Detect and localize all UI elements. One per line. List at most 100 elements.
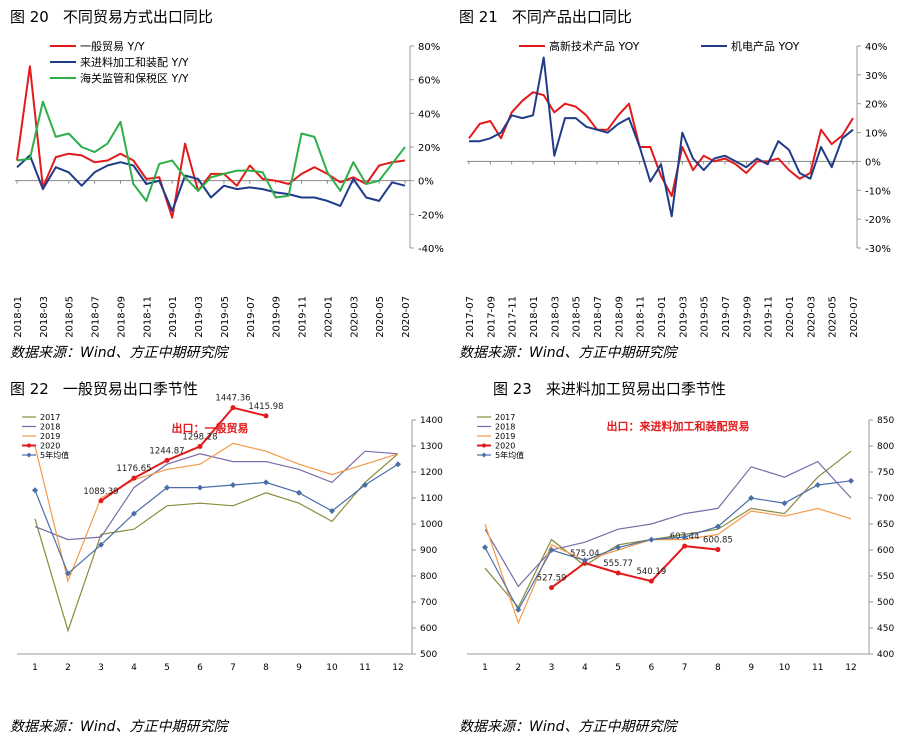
x-tick-label: 2017-09 <box>486 296 497 338</box>
legend-label: 来进料加工和装配 Y/Y <box>80 55 189 69</box>
x-tick-label: 11 <box>359 663 370 673</box>
legend-marker <box>481 452 487 458</box>
x-tick-label: 2018-05 <box>65 296 76 338</box>
legend-label: 一般贸易 Y/Y <box>80 40 145 53</box>
data-label: 1176.65 <box>116 464 151 474</box>
legend-label: 2020 <box>40 442 60 451</box>
data-point <box>230 482 236 488</box>
x-tick-label: 2019-05 <box>700 296 711 338</box>
x-tick-label: 1 <box>482 663 488 673</box>
data-point <box>98 541 104 548</box>
legend-label: 5年均值 <box>40 450 69 460</box>
series-line <box>484 480 852 612</box>
x-tick-label: 5 <box>615 663 621 673</box>
data-label: 600.85 <box>703 536 733 546</box>
inner-chart-title: 出口：一般贸易 <box>172 421 249 435</box>
legend-label: 2017 <box>495 413 515 422</box>
x-tick-label: 6 <box>648 663 654 673</box>
y-tick-label: 20% <box>865 100 887 111</box>
series-line <box>34 453 399 633</box>
figure-title: 来进料加工贸易出口季节性 <box>545 380 726 398</box>
x-tick-label: 2020-03 <box>349 296 360 338</box>
series-line <box>34 450 399 541</box>
chart-title: 图 21 不同产品出口同比 <box>459 6 632 27</box>
x-tick-label: 2017-11 <box>508 296 519 338</box>
x-tick-label: 2019-01 <box>657 296 668 338</box>
x-tick-label: 2018-07 <box>91 296 102 338</box>
data-label: 540.19 <box>636 567 666 577</box>
x-tick-label: 9 <box>748 663 754 673</box>
data-point <box>32 487 38 494</box>
legend-marker <box>26 452 32 458</box>
data-label: 1298.28 <box>182 432 217 442</box>
y-tick-label: -40% <box>418 244 444 255</box>
x-tick-label: 9 <box>296 663 302 673</box>
legend-marker <box>27 443 31 448</box>
x-tick-label: 8 <box>715 663 721 673</box>
data-point <box>581 557 588 564</box>
x-tick-label: 2018-09 <box>116 296 127 338</box>
data-point <box>98 498 104 504</box>
y-tick-label: 850 <box>877 416 894 426</box>
y-tick-label: 500 <box>420 650 437 660</box>
series-line <box>484 507 852 625</box>
y-tick-label: 800 <box>420 572 437 582</box>
data-point <box>515 606 522 613</box>
data-point <box>714 523 721 530</box>
chart-title: 图 23 来进料加工贸易出口季节性 <box>493 378 726 399</box>
x-tick-label: 2018-05 <box>572 296 583 338</box>
x-tick-label: 2018-11 <box>142 296 153 338</box>
x-tick-label: 2019-07 <box>246 296 257 338</box>
y-tick-label: 700 <box>877 494 894 504</box>
x-tick-label: 2017-07 <box>465 296 476 338</box>
x-tick-label: 2019-09 <box>272 296 283 338</box>
x-tick-label: 2020-01 <box>785 296 796 338</box>
x-tick-label: 2019-07 <box>721 296 732 338</box>
chart-c1: -40% -20% 0% 20% 40% 60% 80% 2018-01 2018-03 2018… <box>13 40 444 338</box>
data-label: 1089.39 <box>83 487 118 497</box>
data-point <box>482 544 488 551</box>
x-tick-label: 2019-09 <box>742 296 753 338</box>
x-tick-label: 2018-09 <box>614 296 625 338</box>
y-tick-label: 30% <box>865 71 887 82</box>
x-tick-label: 2018-07 <box>593 296 604 338</box>
figure-title: 不同产品出口同比 <box>511 8 632 26</box>
y-tick-label: 0% <box>865 157 881 168</box>
y-tick-label: 750 <box>877 468 894 478</box>
data-point <box>362 482 368 488</box>
chart-panel-4: 图 23 来进料加工贸易出口季节性 400 450 500 550 600 650 700 75… <box>451 372 903 740</box>
data-point <box>164 457 170 463</box>
x-tick-label: 6 <box>197 663 203 673</box>
y-tick-label: 20% <box>418 143 440 154</box>
legend-label: 2018 <box>40 423 60 432</box>
y-tick-label: 80% <box>418 42 440 53</box>
data-point <box>197 443 203 449</box>
figure-number: 图 22 <box>10 380 49 398</box>
x-tick-label: 4 <box>582 663 588 673</box>
data-point <box>296 489 302 496</box>
x-tick-label: 4 <box>131 663 137 673</box>
y-tick-label: 40% <box>418 109 440 120</box>
chart-panel-3: 图 22 一般贸易出口季节性 500 600 700 800 900 1000 1100 120… <box>0 372 451 740</box>
chart-panel-1: 图 20 不同贸易方式出口同比 -40% -20% 0% 20% 40% 60% 80% 201… <box>0 0 451 370</box>
data-point <box>682 543 688 549</box>
x-tick-label: 8 <box>263 663 269 673</box>
inner-chart-title: 出口：来进料加工和装配贸易 <box>607 419 750 433</box>
data-point <box>681 534 688 540</box>
series-line <box>16 65 406 219</box>
y-tick-label: 800 <box>877 442 894 452</box>
legend-label: 2018 <box>495 423 515 432</box>
data-point <box>395 461 401 468</box>
y-tick-label: 900 <box>420 546 437 556</box>
legend-label: 高新技术产品 YOY <box>549 39 640 53</box>
y-tick-label: -20% <box>418 210 444 221</box>
data-point <box>748 495 755 501</box>
data-label: 1415.98 <box>248 402 283 412</box>
figure-number: 图 21 <box>459 8 498 26</box>
x-tick-label: 2019-11 <box>764 296 775 338</box>
data-label: 1447.36 <box>215 394 250 404</box>
x-tick-label: 2 <box>515 663 521 673</box>
x-tick-label: 12 <box>392 663 403 673</box>
